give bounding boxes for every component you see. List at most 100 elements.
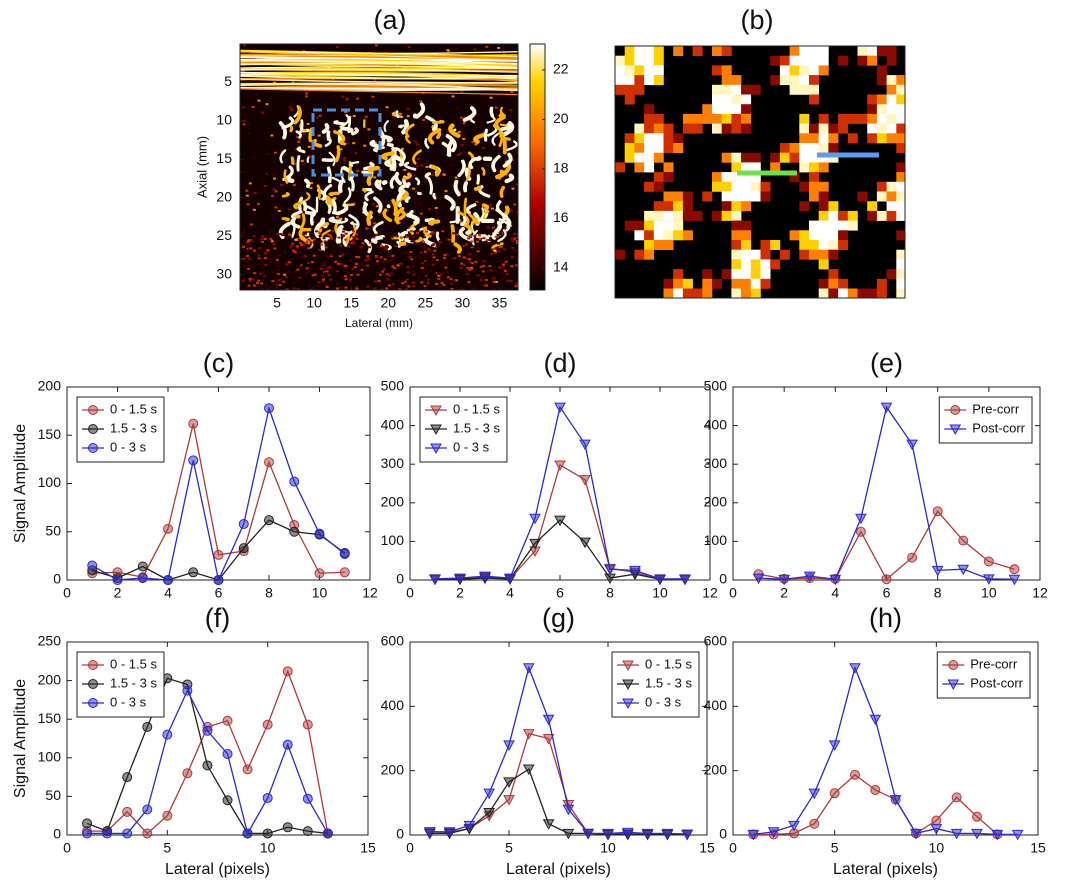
speckle xyxy=(497,250,501,253)
y-tick-label: 0 xyxy=(53,826,61,842)
speckle xyxy=(310,261,314,264)
speckle xyxy=(467,276,471,279)
legend-marker xyxy=(430,405,442,417)
y-tick-label: 50 xyxy=(45,787,61,803)
marker xyxy=(423,827,436,838)
x-tick-label: 10 xyxy=(600,840,616,856)
pixel xyxy=(838,55,849,66)
speckle xyxy=(351,268,355,271)
speckle xyxy=(331,230,335,233)
speckle xyxy=(283,273,287,276)
speckle xyxy=(381,270,385,273)
speckle xyxy=(498,246,502,249)
pixel xyxy=(731,210,742,221)
speckle xyxy=(305,271,309,274)
speckle xyxy=(509,280,513,283)
speckle xyxy=(477,165,481,168)
speckle xyxy=(352,236,356,239)
marker xyxy=(262,719,273,730)
pixel xyxy=(789,55,800,66)
speckle xyxy=(453,257,457,260)
pixel xyxy=(867,55,878,66)
speckle xyxy=(299,242,303,245)
speckle xyxy=(267,230,271,233)
pixel xyxy=(721,104,732,115)
vessel xyxy=(381,151,396,161)
speckle xyxy=(395,287,399,290)
pixel xyxy=(663,230,674,241)
speckle xyxy=(285,288,289,290)
speckle xyxy=(510,265,514,268)
vessel xyxy=(473,217,481,225)
speckle xyxy=(504,285,508,288)
marker xyxy=(314,568,325,579)
pixel xyxy=(741,104,752,115)
colorbar-tick-label: 14 xyxy=(553,258,569,274)
speckle xyxy=(372,99,376,102)
speckle xyxy=(298,276,302,279)
speckle xyxy=(490,248,494,251)
marker xyxy=(850,769,860,780)
pixel xyxy=(653,230,664,241)
pixel xyxy=(779,143,790,153)
marker xyxy=(222,748,233,759)
speckle xyxy=(432,272,436,275)
vessel xyxy=(399,190,409,201)
speckle xyxy=(475,240,479,243)
speckle xyxy=(347,245,351,248)
vessel xyxy=(283,169,289,184)
speckle xyxy=(402,235,406,238)
speckle xyxy=(348,278,352,281)
y-tick-label: 250 xyxy=(38,633,62,649)
marker xyxy=(182,685,193,696)
speckle xyxy=(255,282,259,285)
speckle xyxy=(515,283,518,286)
speckle xyxy=(391,265,395,268)
speckle xyxy=(427,249,431,252)
speckle xyxy=(457,130,461,133)
x-tick-label: 35 xyxy=(492,295,508,311)
vessel xyxy=(333,120,346,126)
vessel xyxy=(306,156,310,164)
marker xyxy=(829,788,840,799)
speckle xyxy=(303,232,307,235)
speckle xyxy=(446,270,450,273)
pixel xyxy=(712,94,722,105)
speckle xyxy=(312,238,316,241)
pixel xyxy=(702,104,713,115)
marker xyxy=(604,564,616,576)
speckle xyxy=(288,152,292,155)
pixel xyxy=(838,230,849,241)
x-tick-label: 10 xyxy=(981,585,997,601)
speckle xyxy=(502,263,506,266)
pixel xyxy=(809,181,819,192)
panel-title: (c) xyxy=(203,348,234,378)
speckle xyxy=(471,140,475,143)
vessel xyxy=(423,233,437,248)
vessel xyxy=(281,217,290,222)
speckle xyxy=(271,194,275,197)
speckle xyxy=(504,260,508,263)
speckle xyxy=(363,144,367,147)
speckle xyxy=(254,276,258,279)
speckle xyxy=(447,238,451,241)
marker xyxy=(213,549,224,560)
pixel xyxy=(779,75,790,86)
speckle xyxy=(386,273,390,276)
vessel xyxy=(374,179,383,191)
speckle xyxy=(497,46,501,49)
speckle xyxy=(248,280,252,283)
speckle xyxy=(412,285,416,288)
y-tick-label: 200 xyxy=(38,378,62,394)
vessel xyxy=(348,214,360,231)
marker xyxy=(443,827,456,838)
pixel xyxy=(692,288,703,298)
speckle xyxy=(398,262,402,265)
vessel xyxy=(396,189,406,208)
marker xyxy=(562,804,575,816)
speckle xyxy=(337,236,341,239)
pixel xyxy=(857,191,868,202)
speckle xyxy=(404,180,408,183)
pixel xyxy=(644,249,655,260)
speckle xyxy=(436,99,440,102)
